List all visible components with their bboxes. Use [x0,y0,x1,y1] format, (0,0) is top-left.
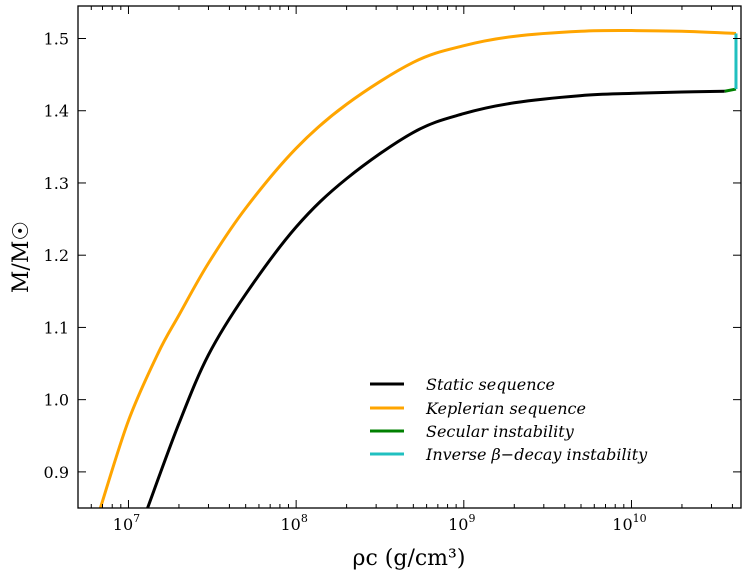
series-line-static-sequence [146,89,725,508]
legend-label-secular: Secular instability [426,422,575,441]
series-line-keplerian-sequence [98,29,737,508]
y-tick-label: 1.5 [44,30,69,49]
legend-label-inverse-beta: Inverse β−decay instability [425,445,648,464]
legend-label-keplerian: Keplerian sequence [425,399,586,418]
y-tick-label: 1.2 [44,246,69,265]
y-axis-label: M/M☉ [9,221,34,293]
legend: Static sequence Keplerian sequence Secul… [370,375,648,464]
y-tick-label: 1.1 [44,318,69,337]
x-tick-label: 107 [113,512,140,534]
y-tick-label: 1.0 [44,391,69,410]
legend-label-static: Static sequence [426,375,555,394]
plot-frame [77,5,742,509]
x-tick-label: 109 [448,512,475,534]
y-tick-label: 0.9 [44,463,69,482]
y-tick-label: 1.3 [44,174,69,193]
x-axis-label: ρc (g/cm³) [353,546,466,571]
ticks-layer: 107 108 109 1010 0.9 1.0 1.1 1.2 1.3 1.4 1.5 [44,6,741,534]
series-layer [98,29,738,508]
y-tick-label: 1.4 [44,102,69,121]
x-tick-label: 1010 [612,512,646,534]
x-tick-label: 108 [280,512,307,534]
series-line-secular-instability [724,87,737,93]
